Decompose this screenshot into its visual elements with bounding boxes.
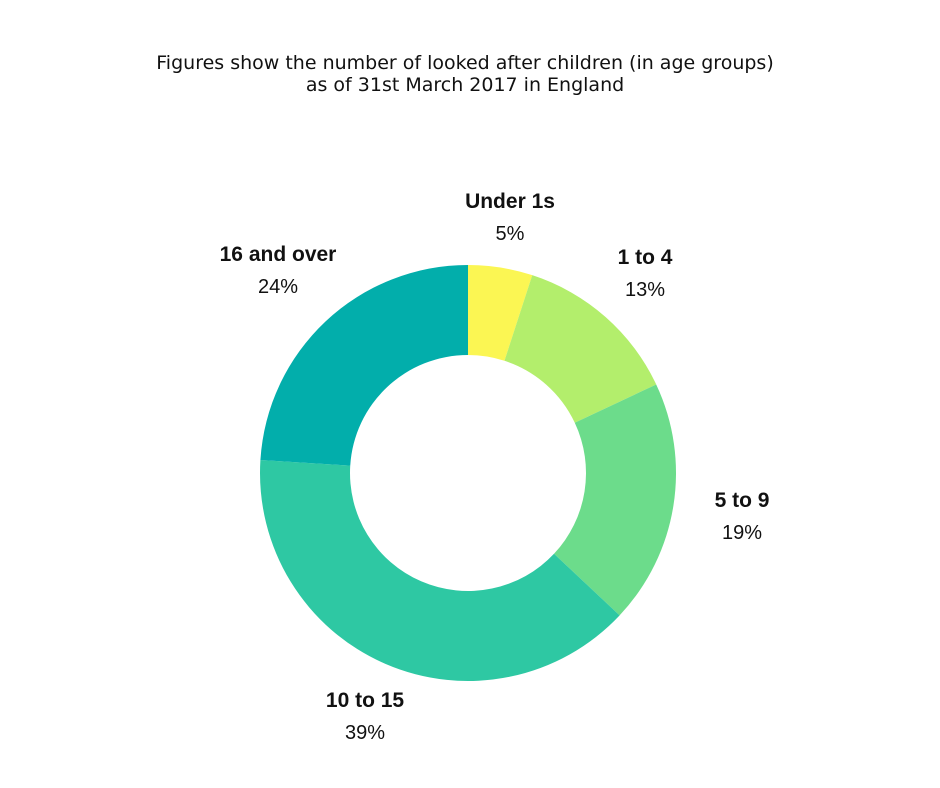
chart-title-line-2: as of 31st March 2017 in England [305,74,625,96]
slice-value-16-and-over: 24% [258,276,298,298]
slice-label-1-to-4: 1 to 4 [618,246,673,269]
chart-title: Figures show the number of looked after … [0,52,930,96]
slice-1-to-4 [504,275,657,423]
slice-label-5-to-9: 5 to 9 [715,489,770,512]
slice-label-10-to-15: 10 to 15 [326,689,405,712]
slice-value-1-to-4: 13% [625,279,665,301]
slice-5-to-9 [554,384,676,616]
slice-label-under-1s: Under 1s [465,190,555,213]
slice-value-5-to-9: 19% [722,522,762,544]
chart-title-line-1: Figures show the number of looked after … [156,52,774,74]
slice-value-10-to-15: 39% [345,722,385,744]
slice-under-1s [468,265,533,361]
slice-label-16-and-over: 16 and over [220,243,337,266]
slice-value-under-1s: 5% [496,223,525,245]
donut-slices [259,265,676,682]
slice-10-to-15 [259,459,620,682]
slice-labels: Under 1s 5% 1 to 4 13% 5 to 9 19% 10 to 15 39% 1… [220,190,770,744]
slice-16-and-over [260,265,468,466]
